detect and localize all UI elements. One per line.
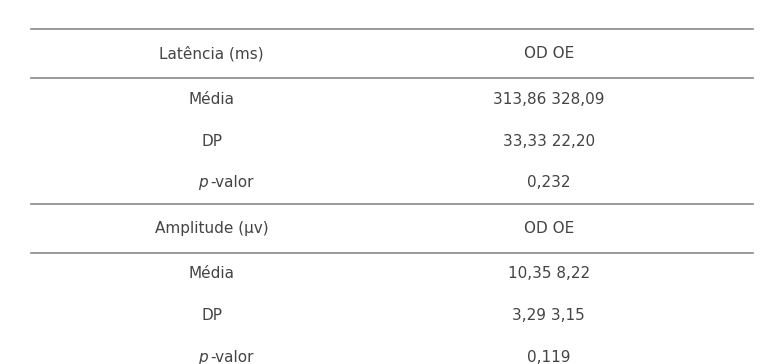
Text: p: p [198,175,207,190]
Text: OD OE: OD OE [524,46,574,61]
Text: DP: DP [201,308,222,323]
Text: 10,35 8,22: 10,35 8,22 [508,266,590,281]
Text: OD OE: OD OE [524,221,574,236]
Text: Média: Média [189,92,234,107]
Text: Latência (ms): Latência (ms) [159,46,264,62]
Text: Amplitude (μv): Amplitude (μv) [155,221,268,236]
Text: -valor: -valor [210,175,253,190]
Text: Média: Média [189,266,234,281]
Text: -valor: -valor [210,350,253,364]
Text: 0,119: 0,119 [527,350,571,364]
Text: 0,232: 0,232 [527,175,571,190]
Text: p: p [198,350,207,364]
Text: 33,33 22,20: 33,33 22,20 [503,134,595,149]
Text: 3,29 3,15: 3,29 3,15 [513,308,585,323]
Text: DP: DP [201,134,222,149]
Text: 313,86 328,09: 313,86 328,09 [493,92,604,107]
